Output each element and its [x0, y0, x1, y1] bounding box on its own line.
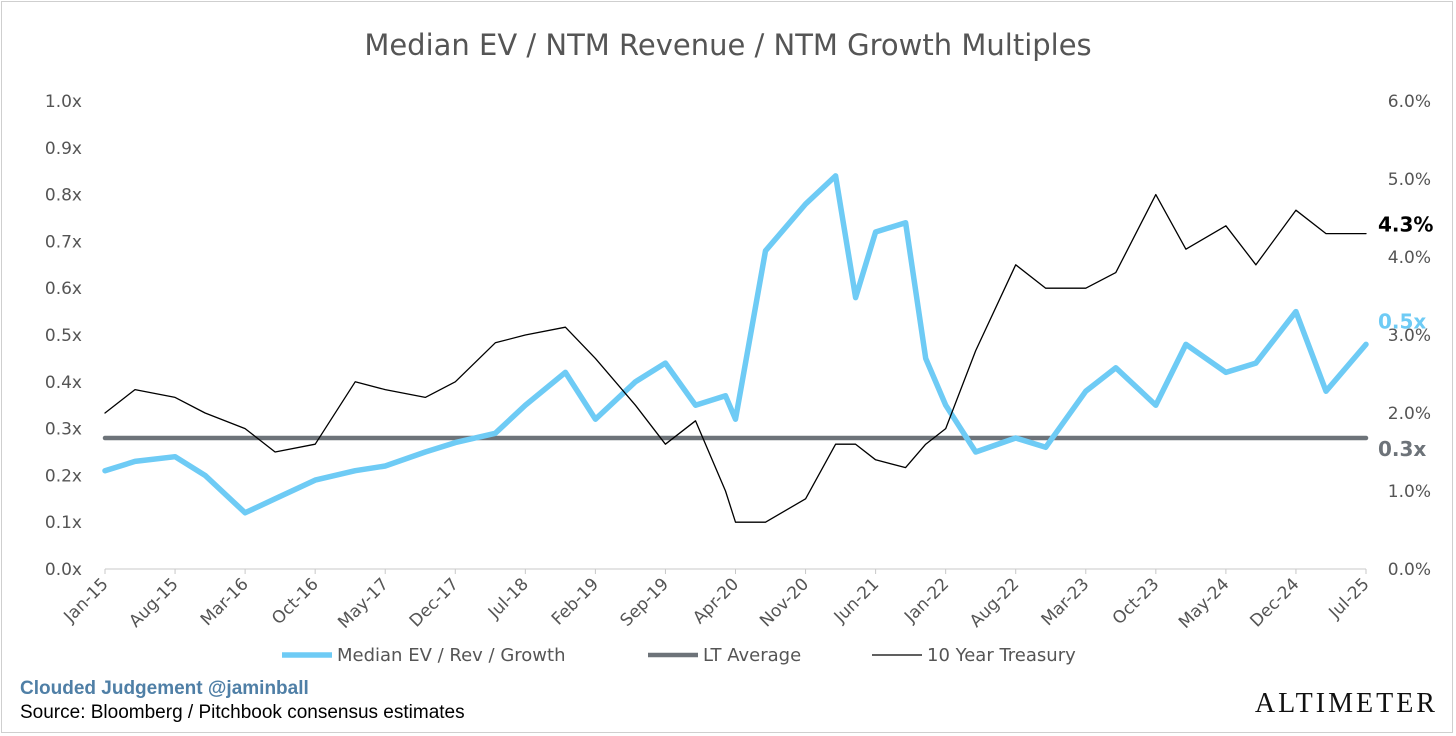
- x-tick-label: Mar-16: [197, 574, 253, 630]
- x-tick-label: Aug-22: [966, 574, 1023, 631]
- left-tick-label: 0.3x: [45, 420, 82, 440]
- right-tick-label: 6.0%: [1388, 92, 1431, 112]
- legend: Median EV / Rev / Growth LT Average 10 Yea…: [282, 645, 1076, 666]
- legend-label: LT Average: [703, 645, 801, 666]
- x-tick-label: Feb-19: [548, 574, 603, 629]
- right-tick-label: 4.0%: [1388, 248, 1431, 268]
- x-tick-label: May-17: [334, 574, 392, 632]
- right-tick-label: 5.0%: [1388, 170, 1431, 190]
- left-tick-label: 0.2x: [45, 466, 82, 486]
- series-layer: [102, 173, 1369, 523]
- x-tick-label: Mar-23: [1038, 574, 1094, 630]
- brand-credit: Clouded Judgement @jaminball: [20, 678, 309, 699]
- right-tick-label: 0.0%: [1388, 560, 1431, 580]
- left-tick-label: 0.9x: [45, 139, 82, 159]
- left-axis-ticks: 0.0x 0.1x 0.2x 0.3x 0.4x 0.5x 0.6x 0.7x 0.8x 0.9x…: [45, 92, 82, 580]
- x-tick-label: Oct-23: [1109, 574, 1164, 629]
- x-tick-label: Nov-20: [756, 574, 813, 631]
- x-tick-label: Dec-17: [406, 574, 463, 631]
- x-tick-label: Aug-15: [125, 574, 182, 631]
- left-tick-label: 0.5x: [45, 326, 82, 346]
- end-label: 4.3%: [1378, 213, 1433, 237]
- right-tick-label: 3.0%: [1388, 326, 1431, 346]
- right-tick-label: 2.0%: [1388, 404, 1431, 424]
- left-tick-label: 1.0x: [45, 92, 82, 112]
- x-tick-label: Sep-19: [617, 574, 673, 630]
- legend-label: 10 Year Treasury: [927, 645, 1076, 666]
- source-note: Source: Bloomberg / Pitchbook consensus …: [20, 702, 465, 723]
- x-tick-label: May-24: [1175, 574, 1233, 632]
- left-tick-label: 0.7x: [45, 232, 82, 252]
- right-tick-label: 1.0%: [1388, 482, 1431, 502]
- left-tick-label: 0.8x: [45, 186, 82, 206]
- x-tick-label: Jan-15: [60, 574, 113, 627]
- chart-title: Median EV / NTM Revenue / NTM Growth Mul…: [364, 28, 1092, 62]
- x-tick-label: Jun-21: [830, 574, 883, 627]
- x-tick-label: Jul-25: [1325, 574, 1374, 623]
- x-tick-label: Oct-16: [268, 574, 323, 629]
- right-axis-ticks: 0.0% 1.0% 2.0% 3.0% 4.0% 5.0% 6.0%: [1388, 92, 1431, 580]
- end-label: 0.5x: [1378, 309, 1426, 333]
- treasury-yield-line: [104, 193, 1367, 523]
- x-tick-label: Jan-22: [900, 574, 953, 627]
- median-multiple-line: [102, 173, 1369, 516]
- end-labels: 0.5x 4.3% 0.3x: [1378, 213, 1433, 461]
- left-tick-label: 0.4x: [45, 373, 82, 393]
- left-tick-label: 0.1x: [45, 513, 82, 533]
- left-tick-label: 0.6x: [45, 279, 82, 299]
- x-tick-label: Apr-20: [689, 574, 743, 628]
- legend-label: Median EV / Rev / Growth: [337, 645, 565, 666]
- x-tick-label: Dec-24: [1246, 574, 1303, 631]
- end-label: 0.3x: [1378, 437, 1426, 461]
- x-tick-label: Jul-18: [484, 574, 533, 623]
- altimeter-logo: ALTIMETER: [1254, 688, 1438, 719]
- left-tick-label: 0.0x: [45, 560, 82, 580]
- x-axis-ticks: Jan-15 Aug-15 Mar-16 Oct-16 May-17 Dec-17 Jul-…: [60, 569, 1374, 633]
